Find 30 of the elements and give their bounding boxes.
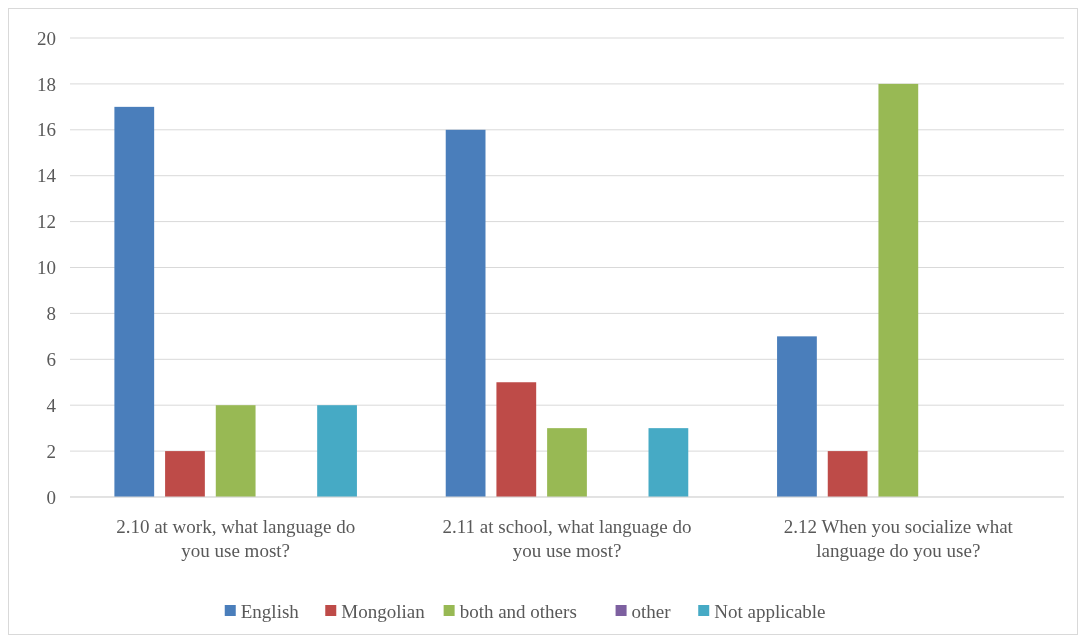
y-tick-label: 2 xyxy=(46,440,56,462)
bar xyxy=(215,405,256,497)
y-tick-label: 6 xyxy=(46,348,56,370)
y-tick-label: 20 xyxy=(37,27,56,49)
bar xyxy=(827,451,868,497)
bar xyxy=(114,106,155,497)
bar xyxy=(317,405,357,497)
bar xyxy=(777,336,817,497)
legend-label: English xyxy=(240,600,300,622)
legend-label: other xyxy=(631,600,672,622)
bar xyxy=(165,451,205,497)
y-tick-label: 8 xyxy=(46,303,56,325)
bar xyxy=(445,129,486,497)
legend-label: both and others xyxy=(459,600,577,622)
y-tick-label: 0 xyxy=(46,486,56,508)
bar xyxy=(547,428,587,497)
y-tick-label: 16 xyxy=(37,119,56,141)
bar xyxy=(878,83,919,497)
legend-label: Mongolian xyxy=(341,600,426,622)
bar xyxy=(496,382,537,497)
y-tick-label: 10 xyxy=(37,257,56,279)
y-tick-label: 18 xyxy=(37,73,56,95)
y-tick-label: 4 xyxy=(46,394,57,416)
y-tick-label: 14 xyxy=(37,165,57,187)
legend-label: Not applicable xyxy=(714,600,826,622)
x-tick-label: 2.10 at work, what language do you use most? xyxy=(116,516,356,561)
x-tick-label: 2.12 When you socialize what language do you use? xyxy=(783,516,1014,561)
y-tick-label: 12 xyxy=(37,211,56,233)
bar xyxy=(648,428,689,497)
x-tick-label: 2.11 at school, what language do you use most? xyxy=(442,516,692,561)
